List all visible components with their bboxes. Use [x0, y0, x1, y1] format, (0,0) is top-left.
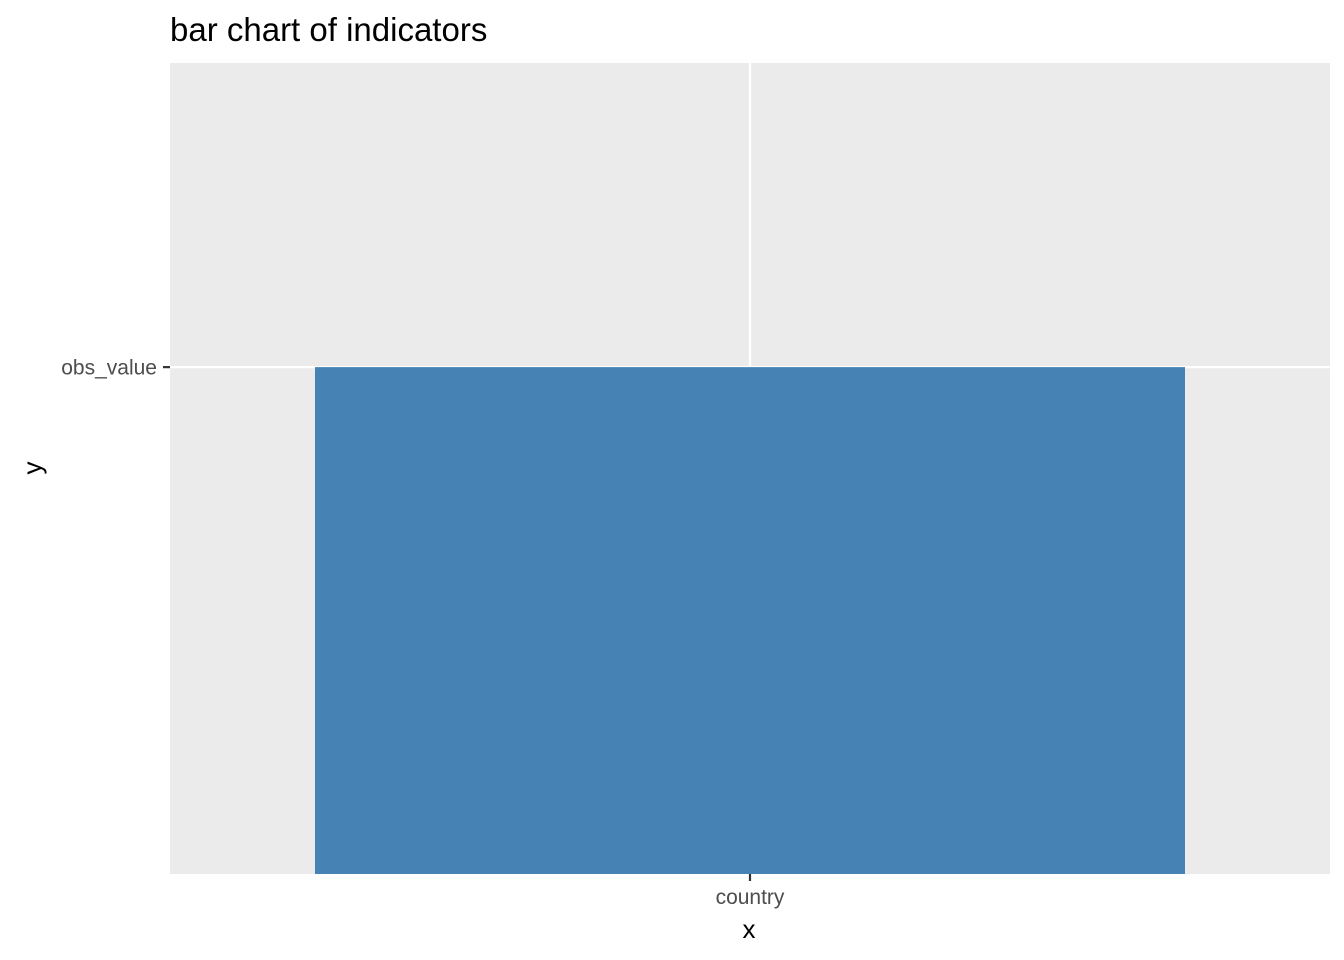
bar [315, 367, 1185, 874]
y-axis-title: y [17, 462, 47, 475]
bars [315, 367, 1185, 874]
y-axis: obs_value [61, 357, 170, 380]
x-axis-title: x [743, 914, 756, 944]
x-axis: country [716, 874, 785, 909]
x-tick-label: country [716, 886, 785, 909]
y-tick-label: obs_value [61, 357, 157, 380]
chart-title: bar chart of indicators [170, 11, 487, 48]
